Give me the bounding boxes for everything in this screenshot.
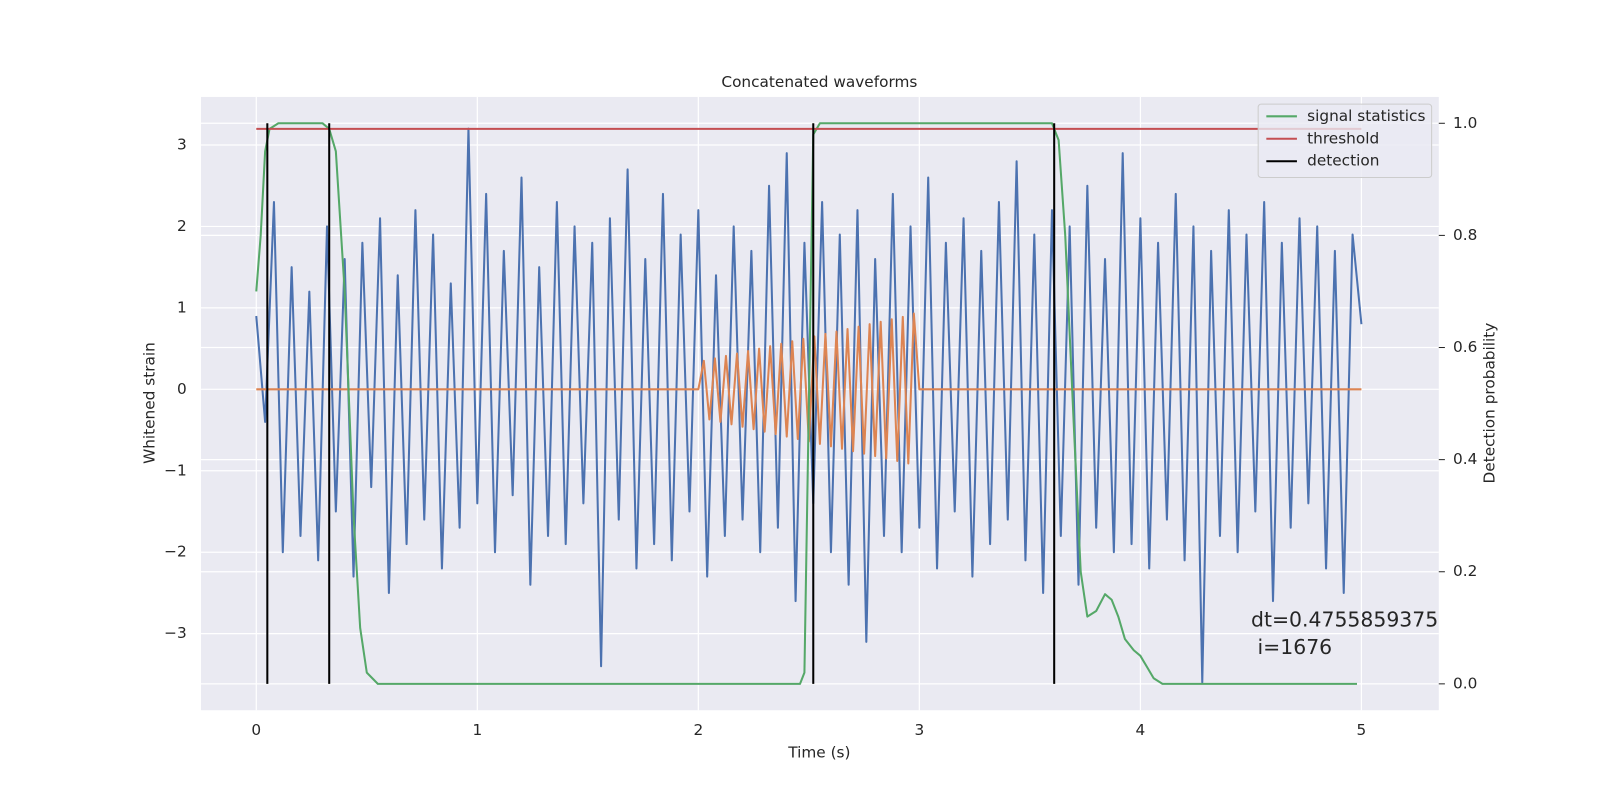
y2-tick-label: 0.8 xyxy=(1453,226,1477,244)
legend-label: signal statistics xyxy=(1307,107,1425,125)
chart-title: Concatenated waveforms xyxy=(721,73,917,91)
y2-axis-label: Detection probability xyxy=(1480,323,1498,484)
y-tick-label: 0 xyxy=(177,380,187,398)
y2-tick-label: 0.6 xyxy=(1453,338,1477,356)
y-tick-label: −3 xyxy=(164,624,187,642)
legend-label: detection xyxy=(1307,152,1379,170)
x-tick-label: 2 xyxy=(693,721,703,739)
y-tick-label: 2 xyxy=(177,217,187,235)
y2-tick-label: 1.0 xyxy=(1453,114,1477,132)
series-line xyxy=(255,122,1357,685)
x-tick-label: 4 xyxy=(1136,721,1146,739)
y-tick-label: 1 xyxy=(177,298,187,316)
axes: 0 1 2 3 4 5 −3 −2 −1 0 1 2 3 0.0 0.2 0.4 0.6 0.8 1.0 xyxy=(164,114,1477,739)
annotation: dt=0.4755859375 xyxy=(1251,607,1438,631)
plot-background xyxy=(201,96,1439,711)
x-axis-label: Time (s) xyxy=(787,744,850,762)
legend-label: threshold xyxy=(1307,129,1379,147)
y2-tick-label: 0.4 xyxy=(1453,450,1477,468)
y-tick-label: 3 xyxy=(177,135,187,153)
x-tick-label: 5 xyxy=(1357,721,1367,739)
y-axis-label: Whitened strain xyxy=(141,342,159,464)
x-tick-label: 1 xyxy=(472,721,482,739)
legend-box xyxy=(1257,103,1433,179)
x-tick-label: 3 xyxy=(914,721,924,739)
y2-tick-label: 0.2 xyxy=(1453,562,1477,580)
y2-tick-label: 0.0 xyxy=(1453,674,1477,692)
annotation: i=1676 xyxy=(1251,635,1332,659)
legend: signal statistics threshold detection xyxy=(1257,103,1433,179)
plot-area xyxy=(255,122,1363,685)
y-tick-label: −1 xyxy=(164,461,187,479)
y-tick-label: −2 xyxy=(164,543,187,561)
x-tick-label: 0 xyxy=(251,721,261,739)
